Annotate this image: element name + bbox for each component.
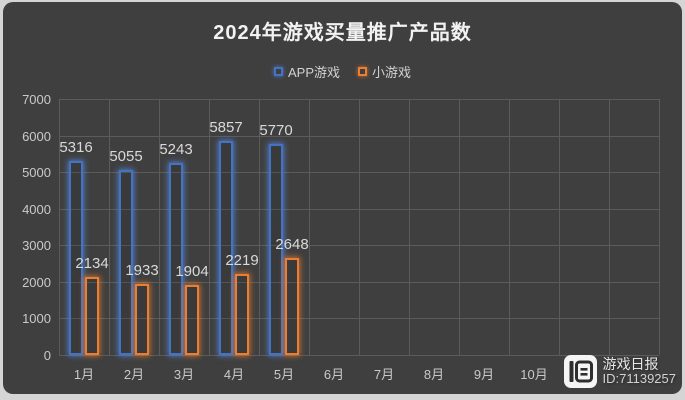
y-axis-tick-label: 6000 — [22, 128, 51, 144]
x-axis-label: 1月 — [73, 367, 95, 382]
gridline-vertical — [559, 99, 560, 355]
y-axis-tick-label: 3000 — [22, 238, 51, 254]
x-axis-label: 6月 — [323, 367, 345, 382]
bar-value-label: 1904 — [175, 263, 209, 280]
y-axis-tick-label: 7000 — [22, 92, 51, 107]
legend-label-mini-games: 小游戏 — [372, 65, 412, 80]
gridline-vertical — [659, 99, 660, 355]
bar-value-label: 5243 — [159, 141, 193, 158]
gridline-vertical — [109, 99, 110, 355]
bar-app-games — [269, 144, 283, 355]
legend-item-mini-games: 小游戏 — [358, 62, 411, 81]
bar-app-games — [119, 170, 133, 355]
bar-app-games — [69, 161, 83, 355]
x-axis-label: 9月 — [473, 367, 495, 382]
gridline-vertical — [459, 99, 460, 355]
gridline-vertical — [609, 99, 610, 355]
bar-value-label: 5857 — [209, 119, 243, 136]
bar-value-label: 2648 — [275, 236, 309, 253]
gridline-vertical — [159, 99, 160, 355]
gridline-vertical — [209, 99, 210, 355]
x-axis-label: 2月 — [123, 367, 145, 382]
gridline-vertical — [409, 99, 410, 355]
bar-value-label: 5055 — [109, 148, 143, 165]
watermark-brand: 游戏日报 — [602, 355, 659, 372]
legend: APP游戏 小游戏 — [3, 62, 682, 81]
bar-app-games — [169, 163, 183, 355]
chart-title: 2024年游戏买量推广产品数 — [213, 22, 472, 44]
bar-app-games — [219, 141, 233, 355]
y-axis-tick-label: 2000 — [22, 274, 51, 290]
gridline-vertical — [309, 99, 310, 355]
bar-value-label: 5316 — [59, 139, 93, 156]
gridline-horizontal — [59, 355, 659, 356]
x-axis-label: 3月 — [173, 367, 195, 382]
y-axis-tick-label: 4000 — [22, 201, 51, 217]
game-daily-logo-icon — [563, 355, 597, 388]
bar-value-label: 5770 — [259, 122, 293, 139]
x-axis-label: 8月 — [423, 367, 445, 382]
gridline-vertical — [259, 99, 260, 355]
bar-mini-games — [135, 284, 149, 355]
y-axis-tick-label: 1000 — [22, 311, 51, 327]
bar-mini-games — [185, 285, 199, 355]
watermark-id: ID:71139257 — [602, 371, 677, 387]
y-axis-tick-label: 5000 — [22, 165, 51, 181]
y-axis-tick-label: 0 — [43, 348, 51, 363]
gridline-vertical — [509, 99, 510, 355]
bar-value-label: 2219 — [225, 252, 259, 269]
bar-value-label: 2134 — [75, 255, 109, 272]
bar-mini-games — [85, 277, 99, 355]
legend-label-app-games: APP游戏 — [287, 65, 340, 80]
legend-marker-app-games — [273, 67, 283, 76]
legend-marker-mini-games — [358, 67, 367, 76]
x-axis-label: 10月 — [520, 367, 548, 382]
plot-area: 5316 2134 5055 1933 5243 1904 5857 2219 5770 2648 — [59, 99, 660, 356]
bar-mini-games — [285, 258, 299, 355]
x-axis-label: 4月 — [223, 367, 245, 382]
chart-card: 2024年游戏买量推广产品数 APP游戏 小游戏 5316 2134 5055 193… — [3, 2, 682, 394]
x-axis-label: 5月 — [273, 367, 295, 382]
bar-value-label: 1933 — [125, 262, 159, 279]
gridline-vertical — [59, 99, 60, 355]
legend-item-app-games: APP游戏 — [273, 62, 340, 81]
x-axis-label: 7月 — [373, 367, 395, 382]
logo-glyph — [569, 360, 593, 383]
gridline-vertical — [359, 99, 360, 355]
bar-mini-games — [235, 274, 249, 355]
watermark: 游戏日报 ID:71139257 — [563, 355, 677, 388]
